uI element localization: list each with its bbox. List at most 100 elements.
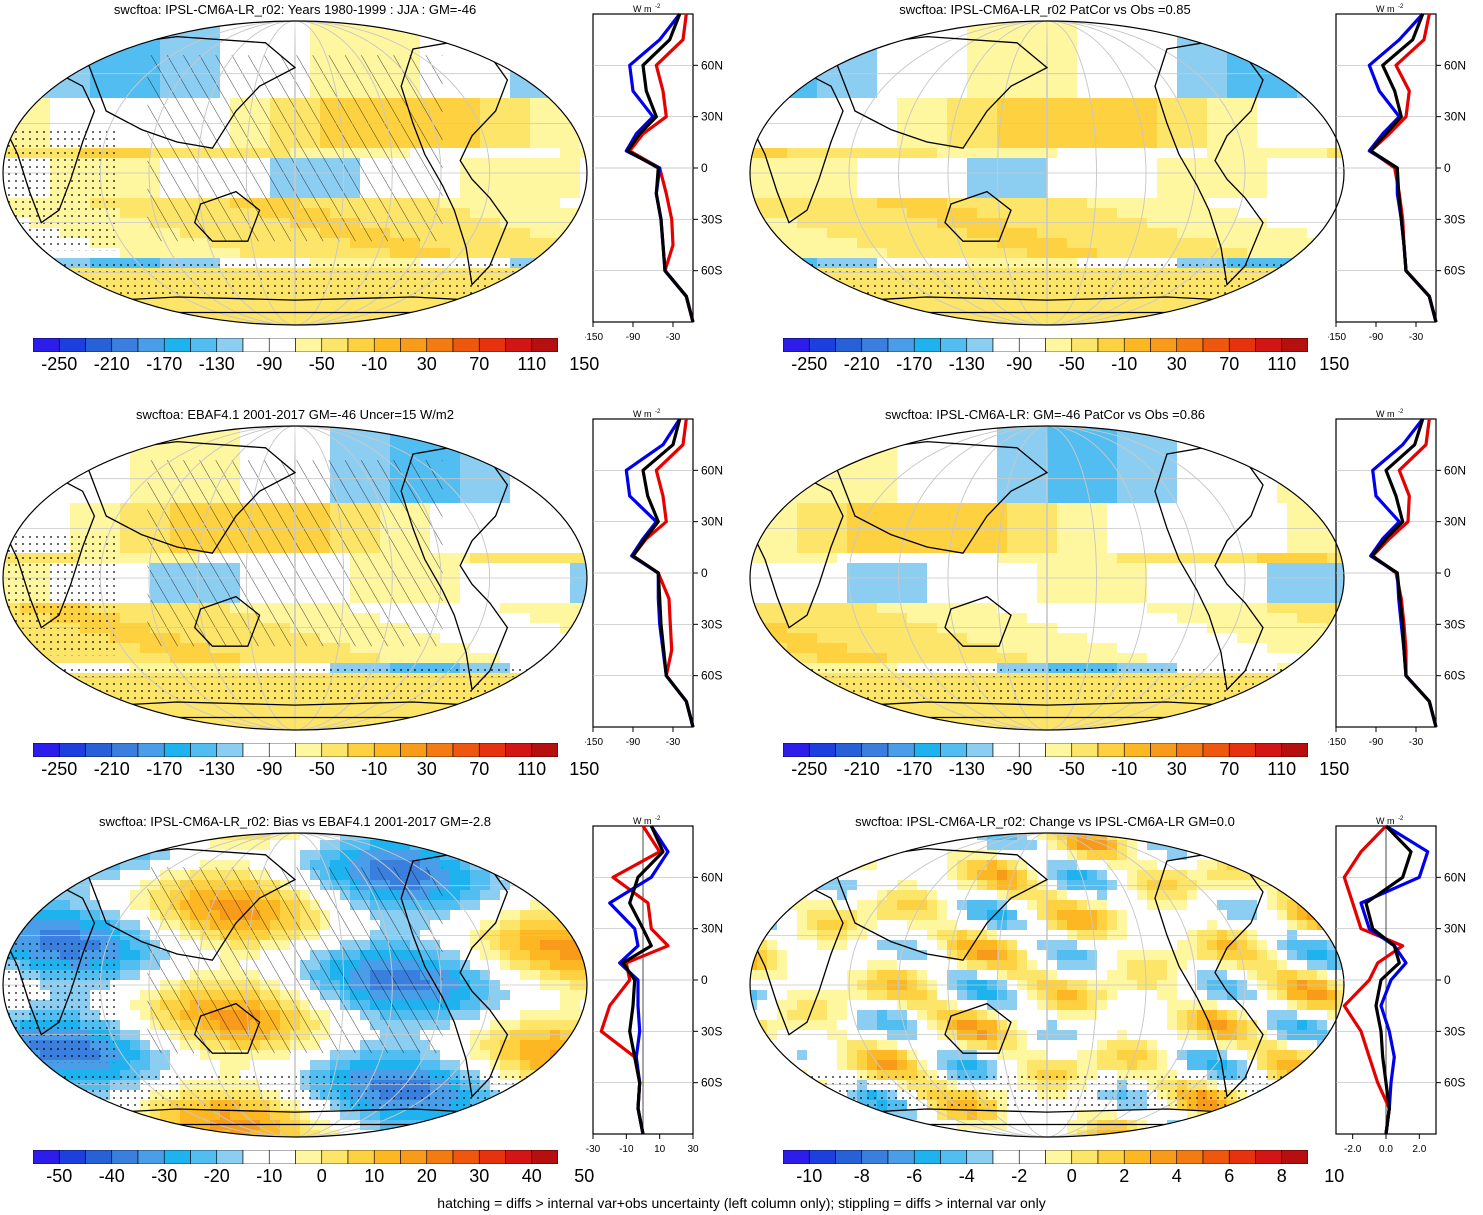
- colorbar-swatch: [426, 743, 454, 757]
- lat-tick-label: 60S: [701, 669, 722, 683]
- colorbar-swatch: [1202, 338, 1230, 352]
- colorbar-swatch: [1018, 1150, 1046, 1164]
- colorbar-tick-label: 150: [569, 759, 600, 779]
- map-border: [2, 20, 588, 326]
- lat-tick-label: 60N: [701, 870, 723, 884]
- colorbar-tick-label: 4: [1171, 1166, 1182, 1186]
- colorbar-swatch: [505, 743, 533, 757]
- profile-x-tick-label: -90: [1369, 737, 1384, 748]
- colorbar-swatch: [242, 743, 270, 757]
- colorbar-swatch: [1281, 1150, 1308, 1164]
- lat-tick-label: 0: [701, 973, 708, 987]
- colorbar-tick-label: -250: [791, 354, 828, 374]
- colorbar-swatch: [373, 338, 401, 352]
- colorbar-swatch: [531, 1150, 558, 1164]
- unit-superscript: -2: [1398, 409, 1404, 415]
- lat-tick-label: 0: [1444, 973, 1451, 987]
- colorbar-swatch: [913, 743, 941, 757]
- colorbar-tick-label: -50: [308, 759, 335, 779]
- profile-x-tick-label: -30: [1409, 332, 1424, 343]
- lat-tick-label: 60S: [701, 1076, 722, 1090]
- profile-series-black: [1369, 13, 1438, 323]
- colorbar-swatch: [992, 743, 1020, 757]
- colorbar-swatch: [85, 338, 113, 352]
- colorbar-tick-label: -210: [93, 759, 130, 779]
- colorbar-swatch: [505, 338, 533, 352]
- unit-label: W m: [1376, 816, 1395, 826]
- colorbar-swatch: [400, 338, 428, 352]
- map-border: [749, 425, 1345, 731]
- colorbar: [33, 1150, 558, 1164]
- unit-label: W m: [633, 409, 652, 419]
- colorbar-swatch: [1018, 743, 1046, 757]
- colorbar-tick-label: 150: [569, 354, 600, 374]
- colorbar-swatch: [913, 1150, 941, 1164]
- colorbar-tick-label: -50: [46, 1166, 73, 1186]
- colorbar-tick-label: 30: [416, 354, 437, 374]
- lat-tick-label: 30S: [1444, 617, 1465, 631]
- colorbar-swatch: [1281, 743, 1308, 757]
- colorbar-tick-label: -170: [146, 759, 183, 779]
- colorbar-swatch: [137, 743, 165, 757]
- profile-series-black: [1364, 824, 1413, 1135]
- colorbar-swatch: [452, 743, 480, 757]
- colorbar-swatch: [1123, 338, 1151, 352]
- panel-5: swcftoa: IPSL-CM6A-LR_r02: Bias vs EBAF4…: [0, 812, 740, 1192]
- colorbar-swatch: [505, 1150, 533, 1164]
- lat-tick-label: 60S: [701, 264, 722, 278]
- colorbar-tick-label: 150: [1319, 759, 1350, 779]
- profile-series-black: [1370, 418, 1438, 728]
- colorbar-swatch: [33, 1150, 60, 1164]
- colorbar-tick-label: -10: [256, 1166, 283, 1186]
- colorbar-labels: -250 -210 -170 -130 -90 -50 -10 30 70 110 150: [783, 759, 1349, 783]
- colorbar-swatch: [1176, 1150, 1204, 1164]
- colorbar-swatch: [111, 743, 139, 757]
- lat-tick-label: 60S: [1444, 669, 1465, 683]
- hatching: [147, 867, 443, 1054]
- colorbar-swatch: [1150, 338, 1178, 352]
- colorbar-swatch: [373, 1150, 401, 1164]
- colorbar-swatch: [347, 1150, 375, 1164]
- unit-superscript: -2: [655, 816, 661, 822]
- colorbar-tick-label: 30: [469, 1166, 490, 1186]
- colorbar-swatch: [295, 743, 323, 757]
- colorbar-tick-label: 30: [1166, 354, 1187, 374]
- colorbar-swatch: [1045, 338, 1073, 352]
- colorbar-swatch: [783, 743, 810, 757]
- colorbar-swatch: [1045, 743, 1073, 757]
- colorbar-swatch: [216, 1150, 244, 1164]
- profile-series-blue: [1359, 824, 1430, 1135]
- colorbar-swatch: [163, 1150, 191, 1164]
- colorbar-swatch: [216, 743, 244, 757]
- lat-tick-label: 30N: [1444, 922, 1466, 936]
- colorbar-swatch: [58, 743, 86, 757]
- colorbar-swatch: [835, 743, 863, 757]
- colorbar-labels: -10 -8 -6 -4 -2 0 2 4 6 8 10: [783, 1166, 1344, 1190]
- colorbar-tick-label: -170: [146, 354, 183, 374]
- profile-x-tick-label: -30: [666, 332, 681, 343]
- colorbar-swatch: [1071, 743, 1099, 757]
- colorbar-swatch: [478, 338, 506, 352]
- colorbar-swatch: [808, 743, 836, 757]
- colorbar-swatch: [478, 1150, 506, 1164]
- colorbar-swatch: [861, 743, 889, 757]
- colorbar-tick-label: -250: [791, 759, 828, 779]
- colorbar-swatch: [85, 743, 113, 757]
- lat-tick-label: 30S: [701, 212, 722, 226]
- colorbar-swatch: [111, 1150, 139, 1164]
- colorbar-swatch: [452, 338, 480, 352]
- profile-x-tick-label: -30: [586, 1144, 601, 1155]
- colorbar-tick-label: 70: [469, 759, 490, 779]
- colorbar: [783, 1150, 1308, 1164]
- colorbar: [783, 338, 1308, 352]
- lat-tick-label: 0: [1444, 566, 1451, 580]
- colorbar-tick-label: 20: [416, 1166, 437, 1186]
- panel-4: swcftoa: IPSL-CM6A-LR: GM=-46 PatCor vs …: [745, 405, 1483, 800]
- colorbar-tick-label: -130: [948, 354, 985, 374]
- colorbar-swatch: [268, 338, 296, 352]
- map-border: [2, 425, 588, 731]
- colorbar-tick-label: -30: [151, 1166, 178, 1186]
- colorbar-tick-label: -50: [1058, 354, 1085, 374]
- profile-x-tick-label: -150: [585, 332, 603, 343]
- colorbar-swatch: [940, 1150, 968, 1164]
